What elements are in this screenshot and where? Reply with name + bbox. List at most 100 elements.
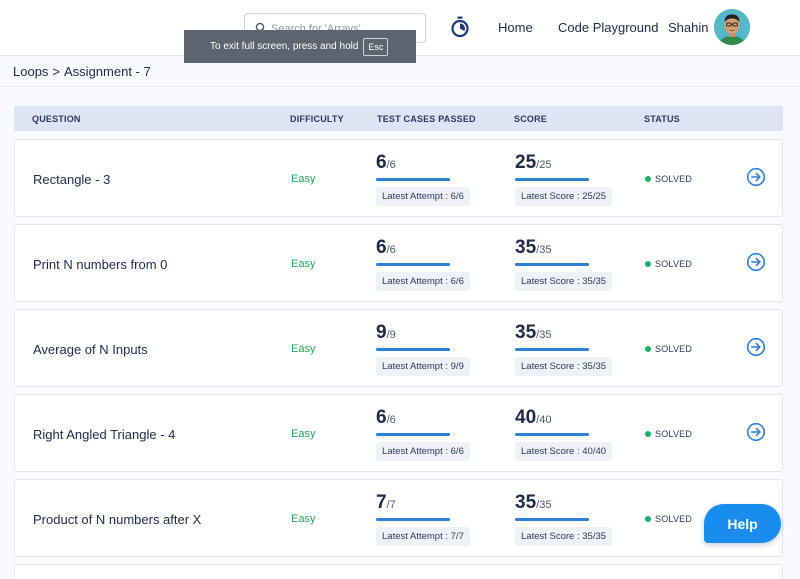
arrow-right-circle-icon[interactable] [746,252,766,272]
score-value: 35/35 [515,237,612,261]
header-difficulty: DIFFICULTY [290,114,344,124]
score-progress-bar [515,263,589,266]
header-test-cases: TEST CASES PASSED [377,114,476,124]
status-dot [645,261,651,267]
score-metric: 35/35 Latest Score : 35/35 [515,322,613,376]
tests-total: /6 [386,244,396,256]
difficulty-label: Easy [291,173,316,185]
tests-passed: 7 [376,492,387,513]
status-dot [645,431,651,437]
toast-message: To exit full screen, press and hold [210,41,359,52]
table-row[interactable]: Product of N numbers after X Easy 7/7 La… [14,479,783,557]
status-text: SOLVED [655,174,693,184]
status-dot [645,346,651,352]
score-progress-bar [515,348,589,351]
status-dot [645,176,651,182]
arrow-right-circle-icon[interactable] [746,167,766,187]
test-cases-metric: 7/7 Latest Attempt : 7/7 [376,492,470,546]
status-text: SOLVED [655,429,693,439]
test-cases-metric: 6/6 Latest Attempt : 6/6 [376,152,470,206]
question-name[interactable]: Rectangle - 3 [33,172,111,187]
tests-progress-bar [376,433,450,436]
tests-progress-bar [376,348,450,351]
score-total: /25 [536,159,552,171]
score-total: /35 [536,329,552,341]
status-badge: SOLVED [645,429,692,439]
score-total: /40 [536,414,552,426]
latest-attempt-chip: Latest Attempt : 9/9 [376,357,470,376]
arrow-right-circle-icon[interactable] [746,337,766,357]
latest-score-chip: Latest Score : 35/35 [515,272,613,291]
tests-passed: 9 [376,322,387,343]
table-row[interactable]: Average of N Inputs Easy 9/9 Latest Atte… [14,309,783,387]
esc-key-badge: Esc [363,37,389,56]
difficulty-label: Easy [291,343,316,355]
score-metric: 25/25 Latest Score : 25/25 [515,152,613,206]
nav-home-link[interactable]: Home [498,20,533,35]
tests-progress-bar [376,178,450,181]
score-value: 35/35 [515,492,612,516]
latest-attempt-chip: Latest Attempt : 6/6 [376,272,470,291]
score: 25 [515,152,537,173]
tests-passed: 6 [376,407,387,428]
score-total: /35 [536,244,552,256]
arrow-right-circle-icon[interactable] [746,422,766,442]
tests-passed-value: 9/9 [376,322,470,346]
difficulty-label: Easy [291,513,316,525]
question-name[interactable]: Print N numbers from 0 [33,257,168,272]
table-row-partial [14,564,783,579]
latest-score-chip: Latest Score : 40/40 [515,442,613,461]
nav-code-playground-link[interactable]: Code Playground [558,20,659,35]
avatar[interactable] [714,9,750,45]
score-metric: 40/40 Latest Score : 40/40 [515,407,613,461]
status-badge: SOLVED [645,344,692,354]
divider [0,86,800,87]
help-button[interactable]: Help [704,504,781,543]
tests-passed-value: 6/6 [376,237,470,261]
score-value: 25/25 [515,152,612,176]
table-row[interactable]: Right Angled Triangle - 4 Easy 6/6 Lates… [14,394,783,472]
breadcrumb-current: Assignment - 7 [64,64,151,79]
score-progress-bar [515,433,589,436]
score-total: /35 [536,499,552,511]
tests-total: /9 [386,329,396,341]
score: 40 [515,407,537,428]
question-name[interactable]: Right Angled Triangle - 4 [33,427,176,442]
breadcrumb-loops[interactable]: Loops [13,64,49,79]
header-status: STATUS [644,114,680,124]
user-name[interactable]: Shahin [668,20,709,35]
difficulty-label: Easy [291,428,316,440]
score: 35 [515,237,537,258]
tests-passed-value: 7/7 [376,492,470,516]
score-metric: 35/35 Latest Score : 35/35 [515,492,613,546]
tests-passed-value: 6/6 [376,152,470,176]
question-name[interactable]: Average of N Inputs [33,342,148,357]
latest-score-chip: Latest Score : 35/35 [515,527,613,546]
latest-score-chip: Latest Score : 25/25 [515,187,613,206]
score: 35 [515,322,537,343]
table-header: QUESTION DIFFICULTY TEST CASES PASSED SC… [14,106,783,131]
table-row[interactable]: Print N numbers from 0 Easy 6/6 Latest A… [14,224,783,302]
stopwatch-icon[interactable] [450,16,470,38]
breadcrumb: Loops > Assignment - 7 [13,64,151,79]
tests-total: /7 [386,499,396,511]
status-text: SOLVED [655,344,693,354]
tests-passed: 6 [376,152,387,173]
question-name[interactable]: Product of N numbers after X [33,512,202,527]
latest-attempt-chip: Latest Attempt : 6/6 [376,187,470,206]
status-text: SOLVED [655,514,693,524]
test-cases-metric: 6/6 Latest Attempt : 6/6 [376,407,470,461]
score-progress-bar [515,178,589,181]
score-value: 35/35 [515,322,612,346]
status-badge: SOLVED [645,514,692,524]
breadcrumb-separator: > [52,64,61,79]
tests-progress-bar [376,263,450,266]
fullscreen-exit-toast: To exit full screen, press and hold Esc [184,30,416,63]
score-metric: 35/35 Latest Score : 35/35 [515,237,613,291]
latest-attempt-chip: Latest Attempt : 6/6 [376,442,470,461]
table-row[interactable]: Rectangle - 3 Easy 6/6 Latest Attempt : … [14,139,783,217]
header-score: SCORE [514,114,548,124]
tests-passed-value: 6/6 [376,407,470,431]
tests-progress-bar [376,518,450,521]
tests-total: /6 [386,414,396,426]
